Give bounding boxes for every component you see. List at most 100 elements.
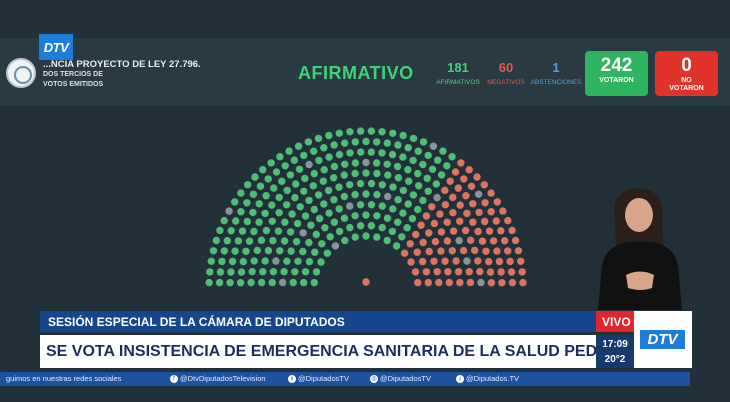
seat	[243, 217, 251, 226]
seat	[394, 196, 402, 204]
seat	[237, 208, 245, 216]
seat	[413, 248, 421, 256]
seat	[461, 226, 470, 235]
seat	[231, 247, 239, 255]
seat	[398, 233, 406, 241]
seat	[356, 179, 365, 188]
seat	[409, 191, 418, 199]
seat	[310, 147, 318, 155]
seat	[257, 236, 266, 244]
seat	[475, 208, 483, 217]
seat	[274, 227, 283, 235]
seat	[373, 190, 381, 199]
seat	[466, 236, 475, 244]
seat	[388, 227, 397, 236]
seat	[335, 183, 343, 191]
seat	[281, 218, 289, 226]
seat	[434, 156, 442, 164]
seat	[462, 192, 470, 200]
seat	[253, 246, 261, 255]
seat	[432, 180, 440, 188]
seat	[215, 278, 224, 287]
seat	[220, 216, 228, 225]
seat	[388, 150, 397, 159]
ticker-item: ◎ @DiputadosTV	[370, 374, 431, 384]
seat	[497, 268, 505, 276]
seat	[351, 212, 359, 220]
seat	[414, 278, 422, 287]
seat	[456, 201, 464, 209]
seat	[419, 160, 427, 169]
seat	[419, 138, 428, 146]
seat	[407, 258, 415, 266]
seat	[451, 168, 460, 176]
seat	[249, 190, 258, 198]
seat	[288, 210, 296, 218]
seat	[250, 227, 258, 236]
seat	[493, 198, 501, 206]
seat	[466, 278, 475, 287]
seat	[294, 142, 303, 150]
seat	[272, 257, 280, 265]
seat	[314, 134, 323, 143]
seat	[312, 230, 320, 239]
ticker-item: ♪ @Diputados.TV	[456, 374, 519, 384]
seat	[351, 190, 359, 199]
seat	[508, 226, 516, 235]
seat	[346, 128, 354, 136]
seat	[519, 278, 527, 287]
law-title: ...NCIA PROYECTO DE LEY 27.796.	[43, 59, 201, 70]
seat	[362, 158, 370, 167]
seat	[282, 201, 291, 209]
seat	[469, 200, 477, 208]
seat	[497, 227, 505, 235]
seat	[435, 278, 443, 287]
seat	[431, 237, 440, 246]
seat	[299, 247, 307, 256]
seat	[443, 237, 452, 245]
seat	[474, 190, 483, 198]
ticker-item: guimos en nuestras redes sociales	[6, 374, 122, 383]
seat	[236, 279, 245, 287]
seat	[292, 180, 300, 188]
seat	[480, 181, 488, 189]
seat	[443, 162, 451, 170]
seat	[321, 224, 329, 232]
seat	[330, 218, 338, 226]
seat	[325, 153, 333, 161]
seat	[495, 257, 504, 266]
seat	[276, 153, 284, 161]
seat	[356, 201, 365, 209]
ticker-item: f @DtvDiputadosTelevision	[170, 374, 266, 384]
seat	[335, 205, 343, 213]
seat	[383, 160, 391, 168]
seat	[404, 144, 412, 152]
seat	[433, 193, 441, 202]
seat	[394, 218, 402, 226]
seat	[275, 209, 283, 217]
seat	[216, 226, 224, 235]
seat	[340, 214, 349, 222]
seat	[501, 237, 509, 245]
seat	[389, 205, 397, 213]
seat	[269, 236, 277, 245]
seat	[239, 257, 247, 266]
seat	[499, 207, 507, 215]
seat	[293, 219, 302, 228]
no-count: 60 NEGATIVOS	[487, 60, 525, 86]
seat	[404, 166, 412, 174]
seat	[267, 159, 275, 167]
seat	[511, 236, 520, 245]
seat	[312, 268, 321, 276]
seat	[341, 139, 349, 147]
seat	[423, 174, 431, 183]
seat	[430, 257, 438, 265]
seat	[300, 151, 308, 160]
seat	[418, 257, 427, 266]
seat	[419, 238, 427, 247]
seat	[474, 257, 482, 265]
vote-result: AFIRMATIVO	[298, 63, 414, 83]
seat	[291, 193, 299, 202]
seat	[212, 236, 221, 245]
seat	[362, 137, 370, 146]
